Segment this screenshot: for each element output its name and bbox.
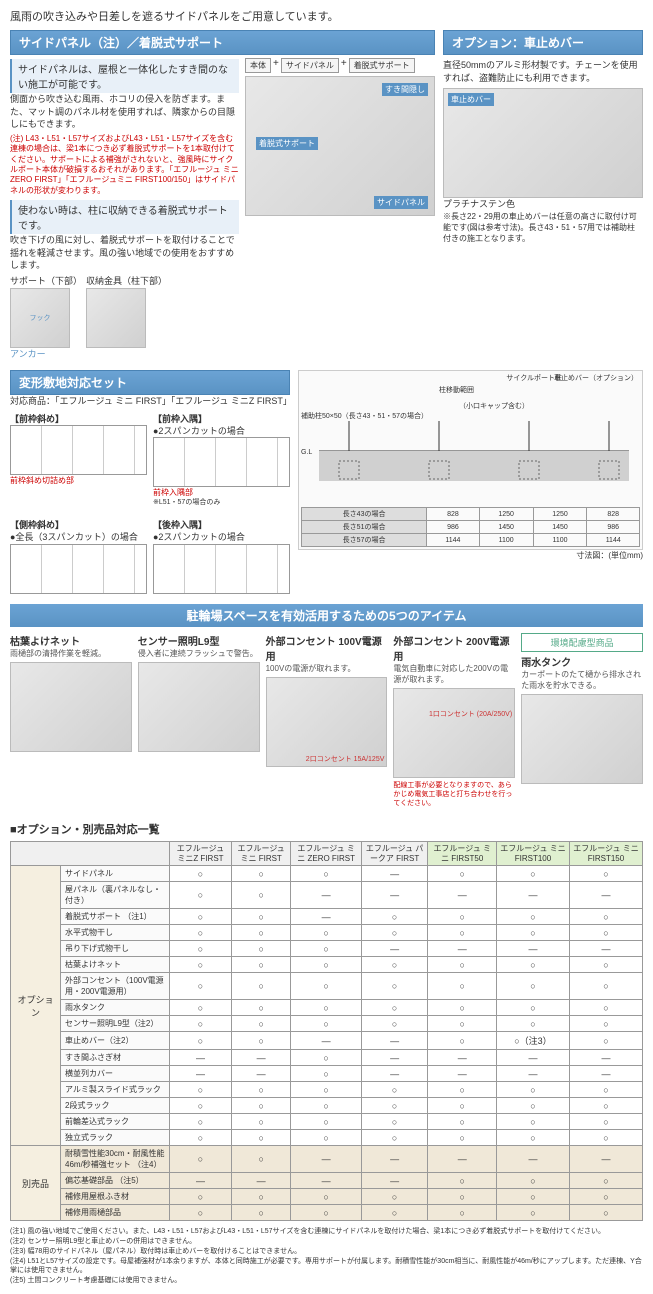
options-table-title: ■オプション・別売品対応一覧 xyxy=(10,821,643,837)
grid-s-1: ●2スパンカットの場合 xyxy=(153,425,290,438)
grid-2 xyxy=(10,544,147,594)
items-row: 枯葉よけネット 雨樋部の清掃作業を軽減。 センサー照明L9型 侵入者に連続フラッ… xyxy=(10,633,643,811)
grid-n-1: ※L51・57の場合のみ xyxy=(153,498,290,508)
storage-label: 収納金具（柱下部） xyxy=(86,275,167,288)
storage-image xyxy=(86,288,146,348)
grid-h-0: 【前枠斜め】 xyxy=(10,412,147,425)
item-4-sub: カーポートのたて樋から排水された雨水を貯水できる。 xyxy=(521,669,643,691)
anchor-label: アンカー xyxy=(10,348,82,361)
grid-0 xyxy=(10,425,147,475)
options-table: エフルージュ ミニZ FIRSTエフルージュ ミニ FIRSTエフルージュ ミニ… xyxy=(10,841,643,1221)
carstop-note: ※長さ22・29用の車止めバーは任意の高さに取付け可能です(図は参考寸法)。長さ… xyxy=(443,211,643,245)
item-2-sub: 100Vの電源が取れます。 xyxy=(266,663,388,674)
grid-h-3: 【後枠入隅】 xyxy=(153,518,290,531)
support-image: フック xyxy=(10,288,70,348)
deform-title: 変形敷地対応セット xyxy=(10,370,290,395)
diagram-unit: 寸法図：(単位mm) xyxy=(298,550,643,561)
item-1-title: センサー照明L9型 xyxy=(138,633,260,648)
footnotes: (注1) 風の強い地域でご使用ください。また、L43・L51・L57およびL43… xyxy=(10,1227,643,1286)
tag-body: 本体 xyxy=(245,58,271,73)
grid-s-3: ●2スパンカットの場合 xyxy=(153,531,290,544)
carstop-arrow: 車止めバー xyxy=(448,93,494,106)
grid-h-2: 【側枠斜め】 xyxy=(10,518,147,531)
item-4-title: 雨水タンク xyxy=(521,654,643,669)
item-2-img: 2口コンセント 15A/125V xyxy=(266,677,388,767)
item-2-title: 外部コンセント 100V電源用 xyxy=(266,633,388,663)
label-side: サイドパネル xyxy=(374,196,428,209)
grid-h-1: 【前枠入隅】 xyxy=(153,412,290,425)
grid-1 xyxy=(153,437,290,487)
item-4-img xyxy=(521,694,643,784)
bike-image: 車止めバー xyxy=(443,88,643,198)
deform-compat: 対応商品：「エフルージュ ミニ FIRST」「エフルージュ ミニZ FIRST」 xyxy=(10,395,290,408)
label-sukima: すき間隠し xyxy=(382,83,428,96)
grid-s-2: ●全長（3スパンカット）の場合 xyxy=(10,531,147,544)
grid-l-0: 前枠斜め切詰め部 xyxy=(10,475,147,486)
item-3-sub: 電気自動車に対応した200Vの電源が取れます。 xyxy=(393,663,515,685)
sidepanel-red-note: (注) L43・L51・L57サイズおよびL43・L51・L57サイズを含む連棟… xyxy=(10,134,239,196)
sidepanel-sub2: 使わない時は、柱に収納できる着脱式サポートです。 xyxy=(10,200,239,234)
sidepanel-sub1: サイドパネルは、屋根と一体化したすき間のない施工が可能です。 xyxy=(10,59,239,93)
tag-side: サイドパネル xyxy=(281,58,339,73)
dimension-diagram: サイクルポート柱 柱移動範囲 車止めバー（オプション） 補助柱50×50（長さ4… xyxy=(298,370,643,550)
tag-support: 着脱式サポート xyxy=(349,58,415,73)
support-label: サポート（下部） xyxy=(10,275,82,288)
item-3-title: 外部コンセント 200V電源用 xyxy=(393,633,515,663)
carport-image: すき間隠し 着脱式サポート サイドパネル xyxy=(245,76,435,216)
env-badge: 環境配慮型商品 xyxy=(521,633,643,652)
grid-3 xyxy=(153,544,290,594)
sidepanel-title: サイドパネル（注）／着脱式サポート xyxy=(10,30,435,55)
grid-l-1: 前枠入隅部 xyxy=(153,487,290,498)
item-0-title: 枯葉よけネット xyxy=(10,633,132,648)
items-title: 駐輪場スペースを有効活用するための5つのアイテム xyxy=(10,604,643,627)
carstop-title: オプション：車止めバー xyxy=(443,30,643,55)
carstop-color: プラチナステン色 xyxy=(443,198,643,211)
item-3-warn: 配線工事が必要となりますので、あらかじめ電気工事店と打ち合わせを行ってください。 xyxy=(393,781,515,808)
label-chakudatsu: 着脱式サポート xyxy=(256,137,318,150)
item-0-img xyxy=(10,662,132,752)
item-1-sub: 侵入者に連続フラッシュで警告。 xyxy=(138,648,260,659)
item-3-img: 1口コンセント (20A/250V) xyxy=(393,688,515,778)
carstop-desc: 直径50mmのアルミ形材製です。チェーンを使用すれば、盗難防止にも利用できます。 xyxy=(443,59,643,84)
item-0-sub: 雨樋部の清掃作業を軽減。 xyxy=(10,648,132,659)
intro-text: 風雨の吹き込みや日差しを遮るサイドパネルをご用意しています。 xyxy=(10,8,643,24)
sidepanel-desc1: 側面から吹き込む風雨、ホコリの侵入を防ぎます。また、マット調のパネル材を使用すれ… xyxy=(10,93,239,131)
tag-row: 本体+ サイドパネル+ 着脱式サポート xyxy=(245,58,435,73)
item-1-img xyxy=(138,662,260,752)
sidepanel-desc2: 吹き下げの風に対し、着脱式サポートを取付けることで揺れを軽減させます。風の強い地… xyxy=(10,234,239,272)
